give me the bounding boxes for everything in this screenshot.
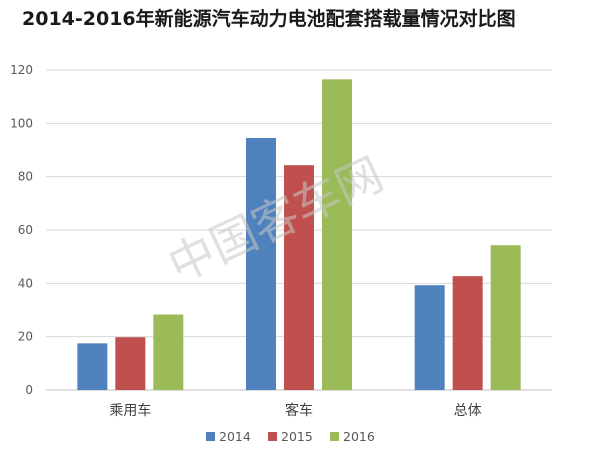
- category-label: 总体: [454, 403, 482, 419]
- legend-label-2015: 2015: [281, 429, 313, 444]
- bars: [77, 79, 521, 390]
- y-tick-label: 80: [18, 170, 33, 184]
- category-label: 乘用车: [109, 402, 151, 419]
- y-tick-label: 20: [18, 330, 33, 344]
- legend: 2014 2015 2016: [206, 429, 375, 444]
- bar-2014-2: [414, 285, 445, 390]
- bar-2015-1: [284, 165, 314, 390]
- y-axis-ticks: 0 20 40 60 80 100 120: [10, 63, 33, 397]
- bar-2016-1: [322, 79, 352, 390]
- legend-label-2016: 2016: [343, 429, 375, 444]
- legend-swatch-2014: [206, 432, 215, 441]
- category-label: 客车: [285, 402, 313, 419]
- y-tick-label: 100: [10, 116, 33, 130]
- y-tick-label: 40: [18, 276, 33, 290]
- bar-2016-2: [490, 245, 521, 390]
- bar-2016-0: [153, 314, 184, 390]
- chart-title: 2014-2016年新能源汽车动力电池配套搭载量情况对比图: [22, 8, 516, 30]
- bar-2015-2: [452, 276, 483, 390]
- y-tick-label: 60: [18, 223, 33, 237]
- y-tick-label: 120: [10, 63, 33, 77]
- y-tick-label: 0: [25, 383, 33, 397]
- category-labels: 乘用车 客车 总体: [109, 402, 481, 419]
- bar-2014-1: [246, 138, 276, 390]
- legend-swatch-2016: [330, 432, 339, 441]
- bar-2014-0: [77, 343, 108, 390]
- bar-2015-0: [115, 337, 146, 390]
- legend-swatch-2015: [268, 432, 277, 441]
- legend-label-2014: 2014: [219, 429, 251, 444]
